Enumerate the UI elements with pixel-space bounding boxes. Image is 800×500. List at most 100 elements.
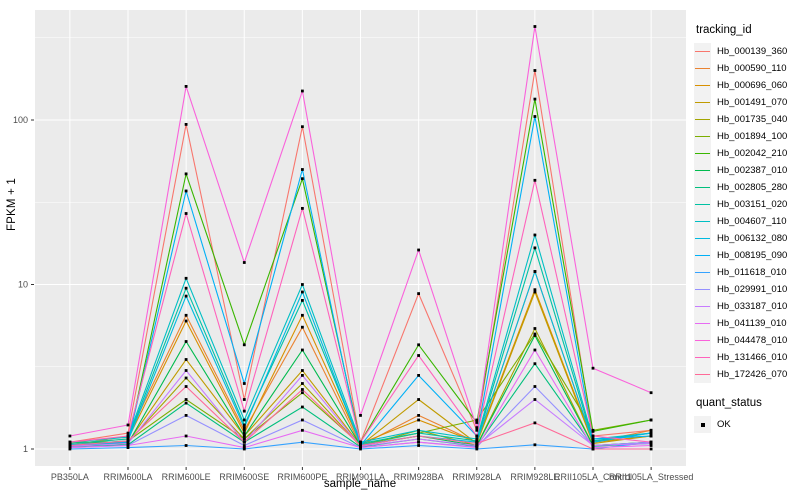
- legend-key-swatch: [694, 247, 711, 264]
- data-point: [301, 418, 304, 422]
- x-tick-label: PB350LA: [51, 472, 89, 482]
- legend-entry-Hb_002387_010: Hb_002387_010: [694, 162, 800, 179]
- data-point: [417, 431, 420, 435]
- data-point: [417, 414, 420, 417]
- data-point: [242, 426, 246, 429]
- data-point: [533, 334, 537, 337]
- data-point: [184, 434, 188, 438]
- data-point: [533, 115, 537, 118]
- legend-entry-label: Hb_000590_110: [717, 63, 787, 74]
- data-point: [301, 428, 304, 432]
- data-point: [301, 125, 304, 129]
- data-point: [417, 354, 420, 357]
- legend-key-swatch: [694, 94, 711, 111]
- legend-entry-label: Hb_000696_060: [717, 80, 788, 91]
- data-point: [417, 418, 420, 422]
- legend-key-swatch: [694, 315, 711, 332]
- data-point: [301, 177, 304, 181]
- data-point: [184, 369, 188, 372]
- data-point: [242, 428, 246, 432]
- legend-entry-Hb_006132_080: Hb_006132_080: [694, 230, 800, 247]
- legend-key-swatch: [694, 179, 711, 196]
- data-point: [301, 168, 304, 171]
- data-point: [184, 123, 188, 126]
- x-tick-label: RRIM600LE: [162, 472, 211, 482]
- data-point: [242, 431, 246, 435]
- legend-title-tracking-id: tracking_id: [696, 24, 752, 36]
- data-point: [533, 233, 537, 237]
- data-point: [242, 409, 246, 413]
- data-point: [126, 423, 130, 427]
- legend-entry-label: Hb_044478_010: [717, 335, 788, 346]
- legend-entry-label: Hb_033187_010: [717, 301, 788, 312]
- data-point: [242, 437, 246, 441]
- data-point: [242, 382, 246, 385]
- legend-key-swatch: [694, 77, 711, 94]
- data-point: [301, 388, 304, 391]
- legend-key-line-icon: [695, 305, 710, 308]
- x-tick-label: RRII105LA_Stressed: [609, 472, 694, 482]
- legend-key-line-icon: [695, 271, 710, 274]
- data-point: [649, 391, 653, 395]
- data-point: [417, 292, 420, 295]
- data-point: [184, 385, 188, 388]
- legend-entry-Hb_001735_040: Hb_001735_040: [694, 111, 800, 128]
- legend-title-quant-status: quant_status: [696, 397, 762, 409]
- legend-entry-Hb_001894_100: Hb_001894_100: [694, 128, 800, 145]
- data-point: [533, 327, 537, 330]
- data-point: [184, 212, 188, 215]
- data-point: [301, 290, 304, 294]
- data-point: [126, 437, 130, 441]
- data-point: [68, 440, 72, 444]
- data-point: [184, 189, 188, 193]
- data-point: [126, 439, 130, 443]
- data-point: [475, 418, 479, 422]
- y-tick-label: 10: [18, 280, 28, 290]
- legend-entry-Hb_029991_010: Hb_029991_010: [694, 281, 800, 298]
- legend-entry-Hb_008195_090: Hb_008195_090: [694, 247, 800, 264]
- data-point: [301, 299, 304, 302]
- legend-key-line-icon: [695, 169, 710, 172]
- y-axis-title: FPKM + 1: [6, 178, 18, 232]
- legend-entry-label: Hb_029991_010: [717, 284, 788, 295]
- data-point: [184, 294, 188, 298]
- data-point: [242, 446, 246, 449]
- data-point: [184, 401, 188, 405]
- data-point: [242, 343, 246, 347]
- legend-entry-label: Hb_004607_110: [717, 216, 787, 227]
- data-point: [649, 447, 653, 451]
- data-point: [417, 434, 420, 438]
- legend-entry-label: Hb_006132_080: [717, 233, 788, 244]
- data-point: [533, 97, 537, 101]
- legend-key-swatch: [694, 43, 711, 60]
- data-point: [649, 440, 653, 444]
- data-point: [649, 434, 653, 438]
- legend-entry-label: Hb_001491_070: [717, 97, 788, 108]
- data-point: [533, 178, 537, 182]
- data-point: [126, 431, 130, 435]
- data-point: [184, 319, 188, 323]
- legend-entry-Hb_172426_070: Hb_172426_070: [694, 366, 800, 383]
- data-point: [533, 443, 537, 447]
- data-point: [301, 391, 304, 395]
- data-point: [184, 358, 188, 361]
- legend-key-swatch: [694, 60, 711, 77]
- data-point: [184, 85, 188, 88]
- data-point: [184, 414, 188, 417]
- data-point: [242, 423, 246, 427]
- quant-key-swatch: [694, 416, 711, 433]
- x-axis-title: sample_name: [323, 478, 397, 490]
- legend-key-swatch: [694, 162, 711, 179]
- data-point: [591, 430, 595, 433]
- data-point: [184, 398, 188, 401]
- x-tick-label: RRIM600PE: [277, 472, 327, 482]
- legend-entry-Hb_002805_280: Hb_002805_280: [694, 179, 800, 196]
- data-point: [242, 440, 246, 444]
- x-tick-label: RRIM928LE: [510, 472, 559, 482]
- x-tick-label: RRIM928LA: [452, 472, 501, 482]
- data-point: [68, 434, 72, 438]
- legend-key-swatch: [694, 213, 711, 230]
- data-point: [301, 89, 304, 93]
- x-tick-label: RRIM600SE: [219, 472, 269, 482]
- data-point: [591, 366, 595, 370]
